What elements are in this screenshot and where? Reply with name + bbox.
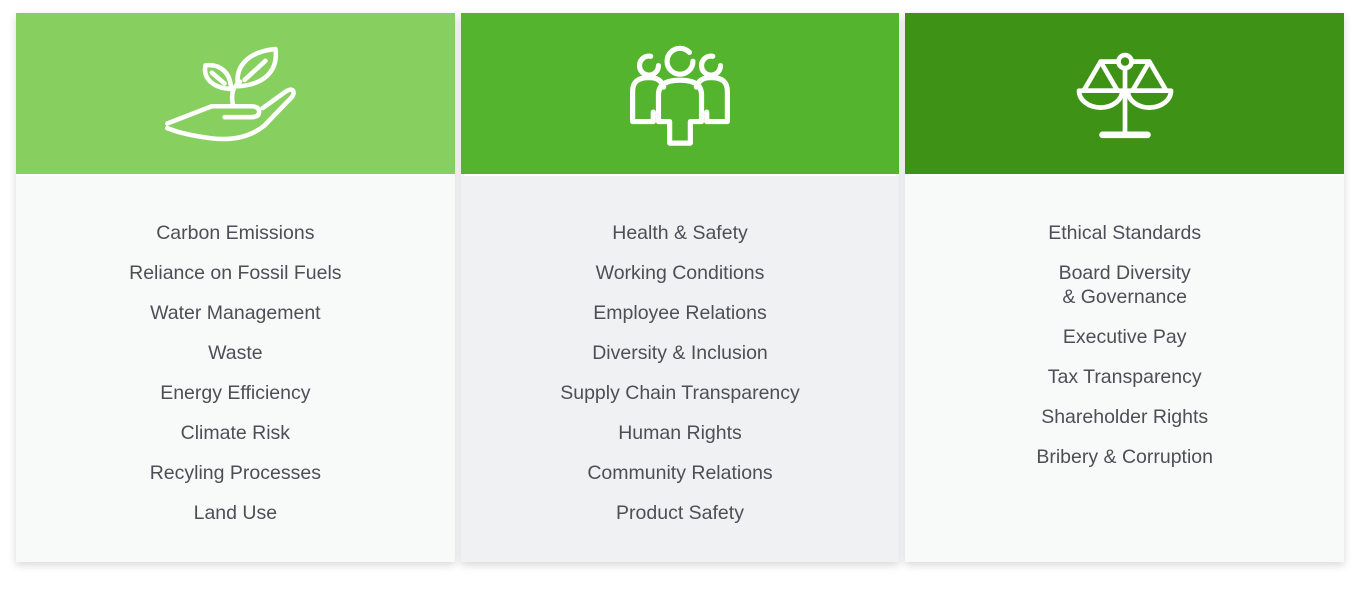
list-item: Working Conditions <box>595 262 765 284</box>
list-item: Supply Chain Transparency <box>560 382 800 404</box>
governance-list: Ethical Standards Board Diversity & Gove… <box>905 213 1344 477</box>
environmental-header <box>16 13 455 174</box>
list-item: Recyling Processes <box>149 462 321 484</box>
list-item: Shareholder Rights <box>1041 406 1209 428</box>
list-item: Executive Pay <box>1062 326 1187 348</box>
list-item: Carbon Emissions <box>156 222 315 244</box>
governance-header <box>905 13 1345 174</box>
list-item: Energy Efficiency <box>160 382 311 404</box>
list-item: Ethical Standards <box>1048 222 1202 244</box>
list-item: Tax Transparency <box>1047 366 1202 388</box>
governance-body: Ethical Standards Board Diversity & Gove… <box>905 174 1345 562</box>
plant-in-hand-icon <box>160 37 310 151</box>
list-item: Health & Safety <box>612 222 748 244</box>
list-item: Reliance on Fossil Fuels <box>129 262 342 284</box>
list-item: Bribery & Corruption <box>1036 446 1213 468</box>
list-item: Climate Risk <box>180 422 291 444</box>
column-social: Health & Safety Working Conditions Emplo… <box>460 13 900 562</box>
list-item: Board Diversity & Governance <box>1058 262 1191 308</box>
environmental-body: Carbon Emissions Reliance on Fossil Fuel… <box>16 174 455 562</box>
people-group-icon <box>624 38 736 150</box>
list-item: Waste <box>208 342 263 364</box>
three-column-board: Carbon Emissions Reliance on Fossil Fuel… <box>16 13 1345 562</box>
list-item: Community Relations <box>587 462 773 484</box>
column-environmental: Carbon Emissions Reliance on Fossil Fuel… <box>16 13 455 562</box>
list-item: Product Safety <box>616 502 744 524</box>
social-header <box>460 13 900 174</box>
list-item: Human Rights <box>618 422 742 444</box>
list-item: Diversity & Inclusion <box>592 342 768 364</box>
list-item: Land Use <box>193 502 278 524</box>
social-body: Health & Safety Working Conditions Emplo… <box>460 174 900 562</box>
social-list: Health & Safety Working Conditions Emplo… <box>461 213 900 533</box>
balance-scale-icon <box>1064 40 1186 148</box>
environmental-list: Carbon Emissions Reliance on Fossil Fuel… <box>16 213 455 533</box>
list-item: Water Management <box>150 302 321 324</box>
list-item: Employee Relations <box>593 302 767 324</box>
column-governance: Ethical Standards Board Diversity & Gove… <box>905 13 1345 562</box>
